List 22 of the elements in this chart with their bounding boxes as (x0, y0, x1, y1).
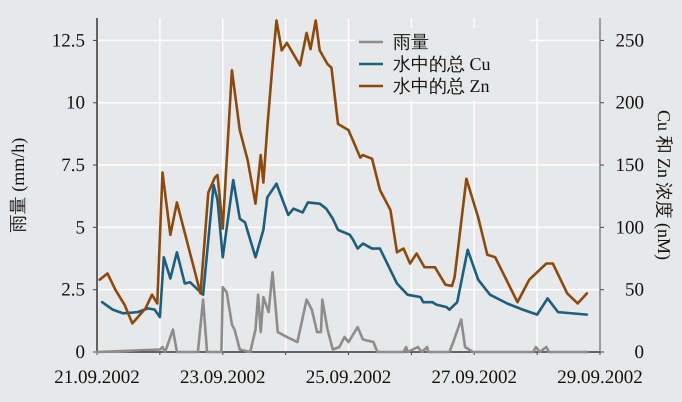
legend-label: 水中的总 Zn (393, 76, 490, 96)
y2-tick-label: 100 (616, 217, 644, 238)
y-tick-label: 7.5 (61, 155, 85, 176)
x-tick-label: 21.09.2002 (54, 367, 140, 388)
x-tick-label: 29.09.2002 (557, 367, 643, 388)
y2-tick-label: 250 (616, 30, 644, 52)
y2-tick-label: 0 (634, 342, 644, 363)
y-tick-label: 5 (76, 217, 85, 238)
legend-label: 水中的总 Cu (393, 54, 491, 74)
y2-tick-label: 50 (625, 280, 644, 301)
x-tick-label: 27.09.2002 (432, 367, 517, 388)
y-tick-label: 0 (76, 342, 85, 363)
legend-label: 雨量 (393, 32, 429, 52)
y2-tick-label: 200 (616, 92, 644, 114)
y2-tick-label: 150 (616, 155, 644, 176)
y2-axis-title: Cu 和 Zn 浓度 (nM) (654, 110, 674, 260)
y-tick-label: 12.5 (52, 30, 85, 52)
x-tick-label: 25.09.2002 (306, 367, 392, 388)
x-tick-label: 23.09.2002 (180, 367, 266, 388)
y-axis-title: 雨量 (mm/h) (8, 138, 28, 232)
y-tick-label: 2.5 (61, 280, 85, 301)
y-tick-label: 10 (66, 92, 85, 114)
